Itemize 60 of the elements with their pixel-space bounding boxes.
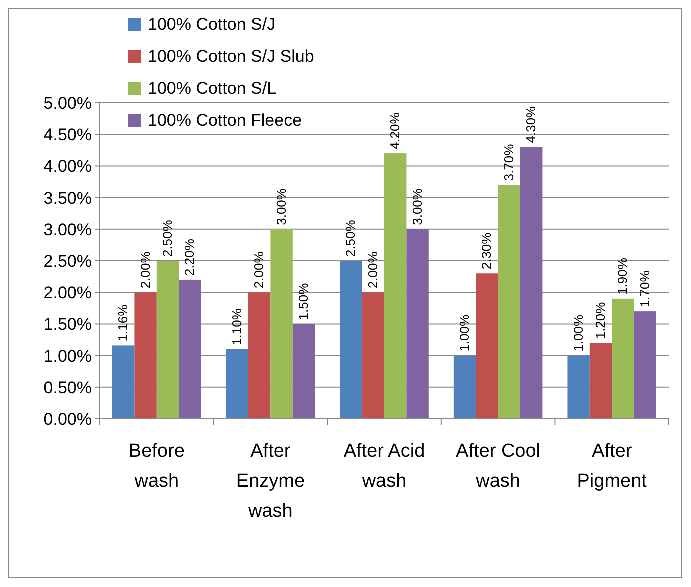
- data-label: 1.20%: [593, 302, 608, 340]
- y-tick-label: 5.00%: [44, 94, 92, 113]
- y-tick-label: 1.50%: [44, 315, 92, 334]
- bar: [406, 229, 429, 419]
- bar: [590, 343, 612, 419]
- bar: [634, 312, 656, 419]
- data-label: 2.50%: [343, 220, 358, 257]
- bar: [568, 356, 590, 419]
- y-tick-label: 3.50%: [44, 188, 92, 208]
- data-label: 2.20%: [182, 238, 198, 276]
- bar: [156, 261, 180, 419]
- data-label: 2.00%: [252, 251, 267, 289]
- data-label: 3.70%: [501, 144, 516, 182]
- data-label: 1.50%: [296, 282, 311, 320]
- x-tick-label: After Cool wash: [456, 441, 541, 492]
- bar: [226, 349, 249, 419]
- bar: [270, 229, 293, 419]
- y-tick-label: 0.50%: [44, 378, 92, 398]
- legend-label: 100% Cotton S/L: [148, 79, 277, 98]
- data-label: 3.00%: [410, 188, 425, 226]
- data-label: 2.00%: [365, 251, 380, 289]
- bar: [498, 185, 520, 419]
- data-label: 1.00%: [570, 314, 586, 352]
- y-tick-label: 4.50%: [44, 126, 92, 145]
- x-tick-label: After Enzyme wash: [236, 441, 306, 522]
- data-label: 1.16%: [116, 304, 131, 342]
- bar: [134, 292, 157, 419]
- y-tick-label: 1.00%: [44, 346, 92, 366]
- data-label: 4.30%: [524, 106, 539, 144]
- legend-label: 100% Cotton S/J: [148, 15, 276, 34]
- data-label: 2.50%: [160, 220, 175, 257]
- legend-label: 100% Cotton S/J Slub: [148, 47, 314, 66]
- bar: [112, 346, 135, 419]
- data-label: 1.10%: [229, 308, 244, 346]
- data-label: 1.70%: [637, 270, 652, 308]
- bar: [612, 298, 634, 419]
- data-label: 1.00%: [457, 314, 472, 352]
- bar: [384, 154, 407, 419]
- data-label: 2.30%: [479, 232, 494, 270]
- y-tick-label: 3.00%: [44, 220, 92, 240]
- data-label: 2.00%: [138, 251, 153, 289]
- bar: [520, 147, 543, 419]
- legend-label: 100% Cotton Fleece: [148, 111, 302, 130]
- y-tick-label: 0.00%: [44, 410, 92, 429]
- y-tick-label: 4.00%: [44, 157, 92, 176]
- bar: [340, 261, 362, 419]
- y-tick-label: 2.50%: [44, 252, 92, 271]
- x-tick-label: Before wash: [128, 441, 185, 492]
- bar: [179, 280, 202, 419]
- bar: [454, 356, 476, 419]
- y-tick-label: 2.00%: [44, 284, 92, 303]
- x-tick-label: After Acid wash: [344, 441, 426, 492]
- data-label: 1.90%: [615, 258, 630, 295]
- x-tick-label: After Pigment: [577, 441, 648, 492]
- bar: [476, 274, 498, 419]
- bar: [362, 292, 384, 419]
- data-label: 4.20%: [388, 112, 403, 150]
- bar: [248, 292, 271, 419]
- bar: [292, 324, 316, 419]
- data-label: 3.00%: [274, 188, 289, 226]
